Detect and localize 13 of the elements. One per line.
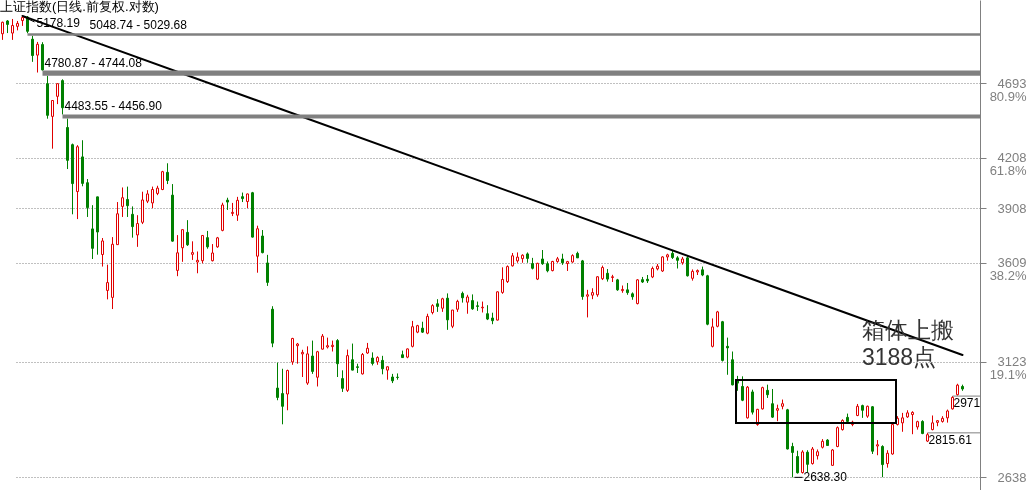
annotation: 2638.30	[803, 470, 848, 485]
band-label: 4780.87 - 4744.08	[44, 55, 143, 70]
y-tick-label: 3609 38.2%	[989, 255, 1027, 284]
y-tick-label: 4208 61.8%	[989, 150, 1027, 179]
band-label: 5048.74 - 5029.68	[89, 18, 188, 33]
band-label: 4483.55 - 4456.90	[64, 99, 163, 114]
annotation: 2971	[953, 396, 981, 411]
chart-title: 上证指数(日线.前复权.对数)	[0, 0, 159, 14]
y-tick-label: 3123 19.1%	[989, 354, 1027, 383]
annotation: 2815.61	[928, 432, 973, 447]
y-tick-label: 3908	[997, 201, 1027, 216]
y-tick-label: 4693 80.9%	[989, 75, 1027, 104]
y-tick-label: 2638	[997, 469, 1027, 485]
